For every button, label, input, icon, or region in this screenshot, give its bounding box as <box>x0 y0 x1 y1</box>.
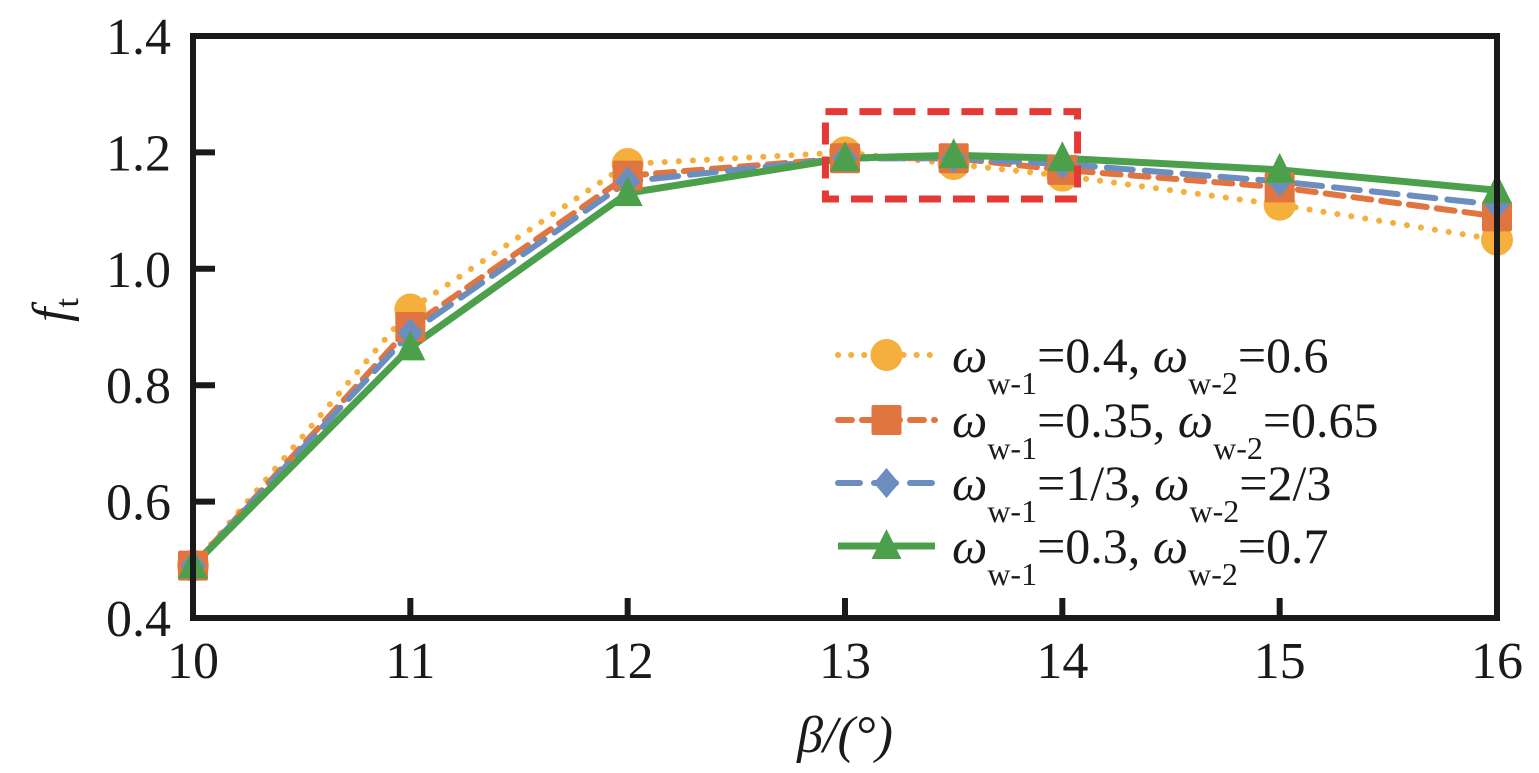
legend-item: ωw-1=0.4, ωw-2=0.6 <box>835 327 1329 401</box>
tick-labels: 10 11 12 13 14 15 16 0.4 0.6 0.8 1.0 1.2 1.4 <box>106 9 1523 690</box>
y-axis-title: ft <box>23 298 86 322</box>
x-tick-label: 15 <box>1254 633 1306 690</box>
legend-label: ωw-1=0.3, ωw-2=0.7 <box>952 518 1329 592</box>
legend-marker-square-icon <box>871 405 902 435</box>
legend: ωw-1=0.4, ωw-2=0.6ωw-1=0.35, ωw-2=0.65ωw… <box>835 327 1379 592</box>
x-tick-label: 11 <box>385 633 435 690</box>
x-tick-label: 12 <box>602 633 654 690</box>
data-point-triangle <box>938 138 969 169</box>
series-line-triangle <box>190 151 1498 569</box>
legend-item: ωw-1=1/3, ωw-2=2/3 <box>835 455 1331 529</box>
legend-marker-diamond-icon <box>873 468 900 498</box>
legend-marker-triangle-icon <box>871 529 902 559</box>
y-tick-label: 1.0 <box>106 242 171 299</box>
series-lines <box>190 149 1500 569</box>
series-markers <box>177 136 1513 582</box>
legend-label: ωw-1=0.4, ωw-2=0.6 <box>952 327 1329 401</box>
data-point-triangle <box>830 141 860 172</box>
x-tick-label: 10 <box>167 633 219 690</box>
series-line-circle <box>190 149 1500 569</box>
y-tick-label: 0.4 <box>106 591 171 648</box>
x-axis-title: β/(°) <box>796 707 893 764</box>
data-point-triangle <box>612 176 643 207</box>
y-tick-label: 0.6 <box>106 475 171 532</box>
svg-text:ft: ft <box>23 298 86 322</box>
legend-marker-circle-icon <box>870 339 903 371</box>
y-tick-label: 1.4 <box>106 9 171 66</box>
x-tick-label: 14 <box>1036 633 1088 690</box>
y-axis-title-sub: t <box>49 298 86 308</box>
legend-item: ωw-1=0.3, ωw-2=0.7 <box>838 518 1329 592</box>
legend-label: ωw-1=0.35, ωw-2=0.65 <box>952 392 1379 466</box>
data-point-triangle <box>395 330 426 361</box>
data-point-triangle <box>1264 152 1295 183</box>
y-tick-label: 1.2 <box>106 125 171 182</box>
x-tick-label: 13 <box>819 633 871 690</box>
axes <box>190 33 1500 621</box>
x-tick-label: 16 <box>1471 633 1523 690</box>
data-point-triangle <box>1047 141 1078 172</box>
y-tick-label: 0.8 <box>106 358 171 415</box>
legend-label: ωw-1=1/3, ωw-2=2/3 <box>952 455 1331 529</box>
legend-item: ωw-1=0.35, ωw-2=0.65 <box>835 392 1379 466</box>
